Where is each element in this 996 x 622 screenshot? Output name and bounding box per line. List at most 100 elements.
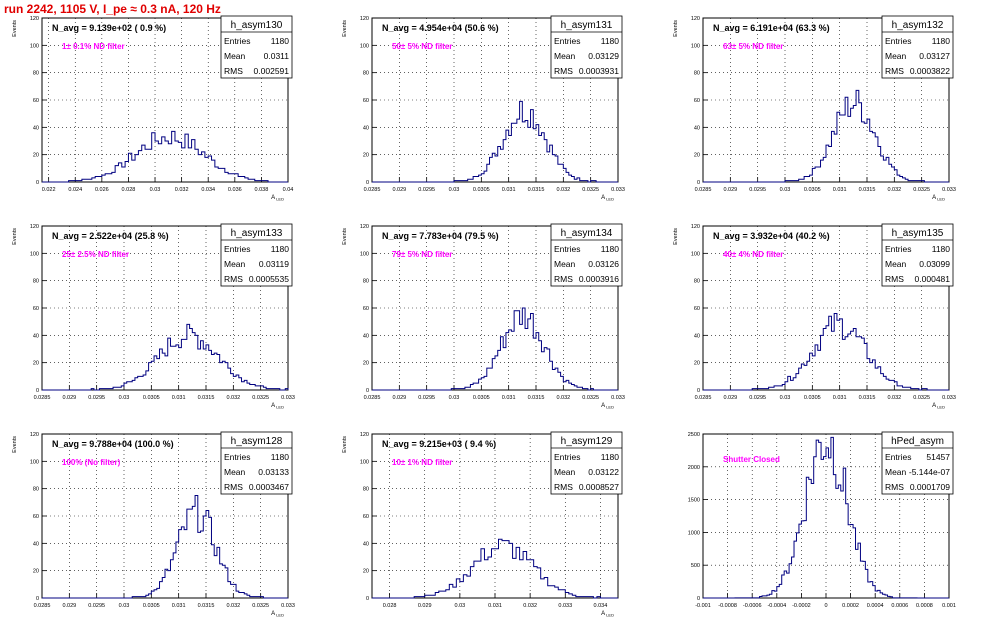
x-tick-label: 0.0295 — [749, 187, 766, 193]
stats-value: -5.144e-07 — [909, 467, 950, 477]
x-tick-label: 0.032 — [523, 603, 537, 609]
stats-value: 1180 — [601, 452, 620, 462]
x-tick-label: -0.001 — [695, 603, 711, 609]
stats-value: 0.0008527 — [579, 482, 619, 492]
y-tick-label: 1000 — [688, 530, 700, 536]
filter-label: 25± 2.5% ND filter — [62, 250, 129, 259]
stats-label: RMS — [554, 482, 573, 492]
stats-label: Entries — [885, 36, 911, 46]
histogram-panel-h_asym133: 0.0285 0.029 0.0295 0.03 0.0305 0.031 0.0315 0.… — [12, 223, 295, 410]
histogram-panel-h_asym132: 0.0285 0.029 0.0295 0.03 0.0305 0.031 0.0315 0.… — [673, 15, 956, 202]
x-tick-label: 0.031 — [488, 603, 502, 609]
navg-label: N_avg = 6.191e+04 (63.3 %) — [713, 23, 830, 33]
y-tick-label: 60 — [363, 98, 369, 104]
x-tick-label: -0.0008 — [718, 603, 737, 609]
stats-label: RMS — [885, 66, 904, 76]
y-tick-label: 120 — [360, 16, 369, 22]
histogram-panel-h_asym130: 0.022 0.024 0.026 0.028 0.03 0.032 0.034 0.036 0… — [12, 15, 294, 202]
x-tick-label: 0.0305 — [143, 603, 160, 609]
stats-value: 0.0003822 — [910, 66, 950, 76]
x-tick-label: 0.0315 — [198, 395, 215, 401]
x-tick-label: 0.031 — [172, 603, 186, 609]
y-tick-label: 80 — [33, 487, 39, 493]
x-axis-title: A LED — [271, 195, 284, 202]
histogram-bars — [703, 312, 949, 391]
stats-label: Mean — [224, 51, 246, 61]
x-axis-title: A LED — [932, 403, 945, 410]
stats-value: 0.0001709 — [910, 482, 950, 492]
y-tick-label: 20 — [363, 569, 369, 575]
y-tick-label: 2500 — [688, 432, 700, 438]
x-tick-label: 0.033 — [611, 395, 625, 401]
x-tick-label: 0.033 — [558, 603, 572, 609]
histogram-panel-h_asym135: 0.0285 0.029 0.0295 0.03 0.0305 0.031 0.0315 0.… — [673, 223, 956, 410]
y-tick-label: 80 — [33, 279, 39, 285]
x-axis-title: A LED — [601, 611, 614, 618]
x-tick-label: -0.0002 — [792, 603, 811, 609]
x-tick-label: 0.032 — [226, 395, 240, 401]
x-tick-label: 0.04 — [283, 187, 294, 193]
x-tick-label: 0.03 — [119, 603, 130, 609]
stats-label: RMS — [885, 482, 904, 492]
navg-label: N_avg = 4.954e+04 (50.6 %) — [382, 23, 499, 33]
navg-label: N_avg = 2.522e+04 (25.8 %) — [52, 231, 169, 241]
x-tick-label: 0.03 — [119, 395, 130, 401]
filter-label: 50± 5% ND filter — [392, 42, 452, 51]
stats-value: 0.0003931 — [579, 66, 619, 76]
x-tick-label: 0.024 — [68, 187, 82, 193]
y-axis-title: Events — [12, 20, 18, 37]
x-axis-title: A LED — [601, 195, 614, 202]
y-tick-label: 80 — [363, 487, 369, 493]
x-tick-label: 0.032 — [556, 187, 570, 193]
histogram-bars — [42, 130, 288, 183]
stats-box — [550, 15, 623, 79]
stats-label: Mean — [554, 259, 576, 269]
y-axis-title: Events — [342, 228, 348, 245]
y-tick-label: 40 — [694, 125, 700, 131]
histogram-name: h_asym134 — [561, 228, 613, 239]
stats-value: 0.0003467 — [249, 482, 289, 492]
x-tick-label: 0.0002 — [842, 603, 859, 609]
y-tick-label: 40 — [33, 541, 39, 547]
x-tick-label: 0.0325 — [913, 395, 930, 401]
x-axis-title: A LED — [271, 403, 284, 410]
stats-label: Mean — [224, 467, 246, 477]
x-tick-label: 0.0285 — [34, 603, 51, 609]
y-axis-title: Events — [12, 436, 18, 453]
x-axis-title: A LED — [271, 611, 284, 618]
x-tick-label: 0.0285 — [364, 395, 381, 401]
stats-label: Entries — [224, 244, 250, 254]
x-tick-label: 0 — [824, 603, 827, 609]
y-tick-label: 80 — [694, 279, 700, 285]
y-tick-label: 0 — [366, 180, 369, 186]
x-tick-label: 0.031 — [833, 187, 847, 193]
y-tick-label: 40 — [363, 541, 369, 547]
y-tick-label: 20 — [33, 361, 39, 367]
y-tick-label: 0 — [36, 388, 39, 394]
x-tick-label: 0.0295 — [749, 395, 766, 401]
y-tick-label: 120 — [691, 224, 700, 230]
x-tick-label: 0.032 — [887, 187, 901, 193]
x-tick-label: 0.022 — [42, 187, 56, 193]
histogram-name: h_asym130 — [231, 20, 283, 31]
histogram-name: h_asym133 — [231, 228, 283, 239]
x-tick-label: 0.038 — [255, 187, 269, 193]
y-axis-title: Events — [342, 436, 348, 453]
navg-label: N_avg = 3.932e+04 (40.2 %) — [713, 231, 830, 241]
stats-value: 1180 — [932, 244, 951, 254]
y-tick-label: 100 — [691, 251, 700, 257]
x-tick-label: 0.0285 — [34, 395, 51, 401]
stats-value: 0.0311 — [264, 51, 290, 61]
navg-label: N_avg = 7.783e+04 (79.5 %) — [382, 231, 499, 241]
x-tick-label: 0.0004 — [867, 603, 884, 609]
y-tick-label: 20 — [363, 361, 369, 367]
y-tick-label: 80 — [33, 71, 39, 77]
x-tick-label: 0.029 — [723, 187, 737, 193]
x-tick-label: 0.03 — [454, 603, 465, 609]
y-tick-label: 20 — [33, 569, 39, 575]
x-tick-label: 0.034 — [201, 187, 215, 193]
filter-label: Shutter Closed — [723, 455, 780, 464]
x-tick-label: 0.031 — [502, 395, 516, 401]
x-tick-label: 0.0006 — [891, 603, 908, 609]
stats-value: 1180 — [271, 36, 290, 46]
